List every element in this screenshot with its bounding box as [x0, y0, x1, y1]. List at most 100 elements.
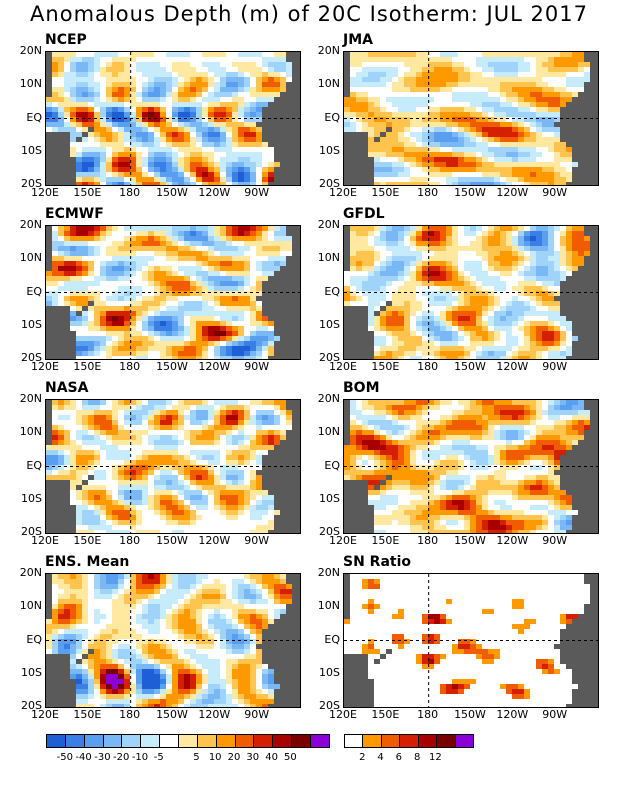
- field-cell: [118, 122, 124, 127]
- field-cell: [280, 440, 286, 445]
- field-cell: [524, 137, 530, 142]
- field-cell: [298, 87, 300, 92]
- field-cell: [512, 57, 518, 62]
- field-cell: [560, 341, 566, 346]
- field-cell: [82, 157, 88, 162]
- field-cell: [274, 296, 280, 301]
- field-cell: [190, 415, 196, 420]
- field-cell: [202, 127, 208, 132]
- field-cell: [184, 435, 190, 440]
- field-cell: [166, 152, 172, 157]
- field-cell: [148, 246, 154, 251]
- field-cell: [106, 430, 112, 435]
- field-cell: [46, 351, 52, 356]
- field-cell: [238, 182, 244, 185]
- field-cell: [404, 251, 410, 256]
- field-cell: [244, 167, 250, 172]
- field-cell: [362, 117, 368, 122]
- field-cell: [470, 321, 476, 326]
- field-cell: [244, 132, 250, 137]
- field-cell: [566, 107, 572, 112]
- field-cell: [548, 122, 554, 127]
- field-cell: [596, 236, 598, 241]
- field-cell: [232, 510, 238, 515]
- field-cell: [52, 112, 58, 117]
- field-cell: [244, 82, 250, 87]
- field-cell: [112, 157, 118, 162]
- field-cell: [256, 480, 262, 485]
- field-cell: [232, 122, 238, 127]
- field-cell: [500, 311, 506, 316]
- field-cell: [464, 246, 470, 251]
- field-cell: [572, 107, 578, 112]
- field-cell: [572, 351, 578, 356]
- field-cell: [280, 480, 286, 485]
- field-cell: [250, 346, 256, 351]
- field-cell: [268, 112, 274, 117]
- field-cell: [542, 67, 548, 72]
- field-cell: [524, 231, 530, 236]
- field-cell: [208, 321, 214, 326]
- field-cell: [530, 241, 536, 246]
- field-cell: [58, 465, 64, 470]
- field-cell: [530, 276, 536, 281]
- field-cell: [112, 341, 118, 346]
- field-cell: [286, 440, 292, 445]
- field-cell: [214, 455, 220, 460]
- field-cell: [130, 420, 136, 425]
- field-cell: [482, 311, 488, 316]
- field-cell: [298, 306, 300, 311]
- field-cell: [298, 420, 300, 425]
- field-cell: [536, 62, 542, 67]
- lon-tick-label: 120E: [329, 186, 357, 199]
- field-cell: [374, 266, 380, 271]
- field-cell: [46, 97, 52, 102]
- field-cell: [172, 231, 178, 236]
- field-cell: [590, 107, 596, 112]
- field-cell: [244, 177, 250, 182]
- field-cell: [350, 142, 356, 147]
- field-cell: [470, 246, 476, 251]
- field-cell: [518, 107, 524, 112]
- lon-tick-label: 90W: [542, 186, 568, 199]
- field-cell: [232, 162, 238, 167]
- field-cell: [232, 420, 238, 425]
- field-cell: [232, 226, 238, 231]
- field-cell: [130, 241, 136, 246]
- field-cell: [440, 251, 446, 256]
- field-cell: [344, 87, 350, 92]
- field-cell: [76, 460, 82, 465]
- field-cell: [106, 500, 112, 505]
- field-cell: [124, 62, 130, 67]
- field-cell: [596, 172, 598, 177]
- field-cell: [172, 346, 178, 351]
- field-cell: [590, 72, 596, 77]
- field-cell: [94, 82, 100, 87]
- field-cell: [482, 117, 488, 122]
- field-cell: [274, 236, 280, 241]
- field-cell: [368, 336, 374, 341]
- field-cell: [82, 102, 88, 107]
- field-cell: [506, 157, 512, 162]
- field-cell: [100, 490, 106, 495]
- field-cell: [154, 445, 160, 450]
- field-cell: [578, 321, 584, 326]
- field-cell: [154, 346, 160, 351]
- field-cell: [298, 107, 300, 112]
- field-cell: [58, 440, 64, 445]
- field-cell: [256, 306, 262, 311]
- field-cell: [58, 356, 64, 359]
- field-cell: [374, 102, 380, 107]
- field-cell: [238, 425, 244, 430]
- field-cell: [76, 475, 82, 480]
- field-cell: [542, 82, 548, 87]
- field-cell: [232, 167, 238, 172]
- field-cell: [130, 256, 136, 261]
- field-cell: [596, 291, 598, 296]
- field-cell: [232, 460, 238, 465]
- field-cell: [46, 341, 52, 346]
- field-cell: [566, 177, 572, 182]
- field-cell: [232, 107, 238, 112]
- field-cell: [196, 72, 202, 77]
- field-cell: [566, 281, 572, 286]
